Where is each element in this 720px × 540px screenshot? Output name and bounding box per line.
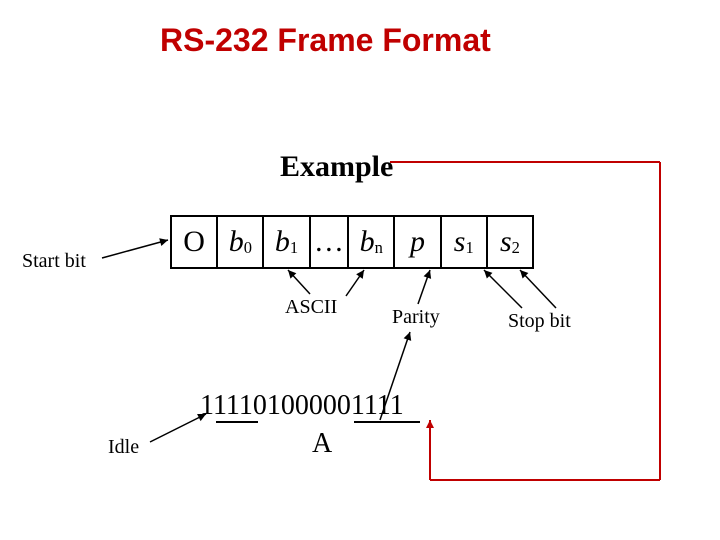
label-stop-bit: Stop bit [508, 310, 571, 333]
label-idle: Idle [108, 436, 139, 459]
frame-cell: p [395, 217, 441, 267]
frame-cell: O [172, 217, 218, 267]
arrow-layer [0, 0, 720, 540]
frame-cell: b0 [218, 217, 264, 267]
frame-cell: bn [349, 217, 395, 267]
page-title: RS-232 Frame Format [160, 22, 491, 59]
label-ascii: ASCII [285, 296, 337, 319]
example-subtitle: Example [280, 150, 393, 184]
frame-cell: … [311, 217, 350, 267]
bitstring: 111101000001111 [200, 390, 404, 422]
frame-cell: s2 [488, 217, 532, 267]
frame-cell: b1 [264, 217, 310, 267]
label-start-bit: Start bit [22, 250, 86, 273]
frame-format-box: Ob0b1…bnps1s2 [170, 215, 534, 269]
letter-a: A [312, 428, 332, 460]
label-parity: Parity [392, 306, 440, 329]
frame-cell: s1 [442, 217, 488, 267]
